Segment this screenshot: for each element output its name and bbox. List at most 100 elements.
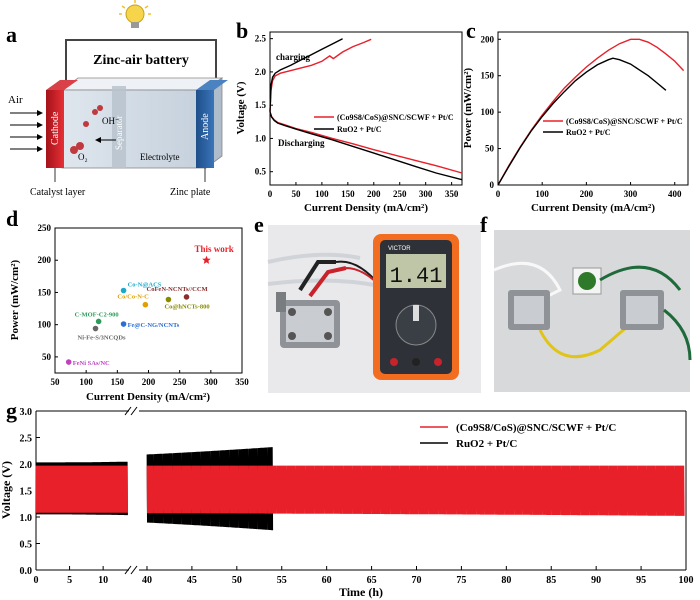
panel-d: d 50 100 150 200 250 300 350 50 100 150 200 250 This… xyxy=(6,206,249,403)
x-tick-label: 350 xyxy=(235,377,249,387)
panel-c: c 0 100 200 300 400 0 50 100 150 200 Current Dens… xyxy=(462,18,689,214)
y-axis-label-b: Voltage (V) xyxy=(235,81,247,134)
oxygen-label: O₂ xyxy=(78,152,88,162)
x-tick-label: 40 xyxy=(142,575,152,586)
axis-break-marks xyxy=(124,406,138,575)
air-arrows xyxy=(10,110,43,152)
multimeter: VICTOR 1.41 xyxy=(373,234,459,380)
data-point-label: This work xyxy=(194,244,233,254)
panel-label-a: a xyxy=(6,22,17,47)
panel-b: b 0 50 100 150 200 250 300 350 0.5 1.0 1.5 2.0 2.5 C… xyxy=(235,18,463,214)
black-clip xyxy=(298,260,336,292)
data-point xyxy=(120,321,127,327)
yellow-wire xyxy=(538,318,636,359)
axis-break-gap xyxy=(129,405,139,575)
x-tick-label: 100 xyxy=(535,189,549,199)
axes-frame-c xyxy=(497,31,689,186)
x-axis-label-c: Current Density (mA/cm²) xyxy=(531,202,655,214)
x-tick-label: 50 xyxy=(232,575,242,586)
y-tick-label: 2.0 xyxy=(255,67,267,77)
separator xyxy=(112,86,126,168)
panel-label-f: f xyxy=(480,212,488,237)
legend-g-item-2: RuO2 + Pt/C xyxy=(456,438,517,450)
y-axis-label-d: Power (mW/cm²) xyxy=(9,259,21,340)
circuit-wire xyxy=(65,39,217,84)
x-tick-label: 90 xyxy=(591,575,601,586)
battery-device-e xyxy=(276,292,340,348)
x-tick-label: 5 xyxy=(67,575,72,586)
x-tick-label: 50 xyxy=(291,189,301,199)
series-line xyxy=(146,465,685,516)
multimeter-display xyxy=(386,254,446,288)
x-axis-label-g: Time (h) xyxy=(339,585,383,599)
x-tick-label: 300 xyxy=(419,189,433,199)
y-tick-label: 1.5 xyxy=(20,487,33,498)
series-line xyxy=(497,38,685,186)
x-tick-label: 80 xyxy=(501,575,511,586)
y-tick-label: 0 xyxy=(490,180,495,190)
x-axis-label-b: Current Density (mA/cm²) xyxy=(304,202,428,214)
x-axis-label-d: Current Density (mA/cm²) xyxy=(86,391,210,403)
y-tick-label: 0.0 xyxy=(20,566,33,577)
panel-e: e VICTOR 1.41 xyxy=(254,212,481,393)
y-tick-label: 2.0 xyxy=(20,460,33,471)
y-tick-label: 3.0 xyxy=(20,407,33,418)
y-tick-label: 2.5 xyxy=(255,34,267,44)
y-tick-label: 0.5 xyxy=(255,167,267,177)
air-label: Air xyxy=(8,94,23,106)
oxygen-molecules xyxy=(70,105,103,154)
x-tick-label: 150 xyxy=(341,189,355,199)
legend-b-item-2: RuO2 + Pt/C xyxy=(337,125,382,134)
y-tick-label: 150 xyxy=(38,287,52,297)
x-tick-label: 95 xyxy=(636,575,646,586)
x-tick-label: 400 xyxy=(668,189,682,199)
x-tick-label: 70 xyxy=(411,575,421,586)
data-point-label: Co/Co-N-C xyxy=(117,294,149,301)
battery-title: Zinc-air battery xyxy=(93,53,189,68)
series-line xyxy=(269,111,463,181)
data-point-label: C-MOF-C2-900 xyxy=(75,311,119,318)
data-point-label: Fe@C-NG/NCNTs xyxy=(128,322,180,329)
lightbulb-icon xyxy=(119,0,151,28)
multimeter-reading: 1.41 xyxy=(390,264,443,289)
y-tick-label: 1.0 xyxy=(20,513,33,524)
data-point-label: FeNi SAs/NC xyxy=(73,360,110,367)
panel-label-c: c xyxy=(466,18,476,43)
series-line xyxy=(35,465,128,513)
data-point xyxy=(142,301,149,308)
x-tick-label: 250 xyxy=(393,189,407,199)
hydroxide-label: OH⁻ xyxy=(102,116,120,126)
x-tick-label: 250 xyxy=(173,377,187,387)
battery-top xyxy=(60,77,224,91)
y-tick-label: 1.5 xyxy=(255,100,267,110)
y-tick-label: 50 xyxy=(485,144,495,154)
legend-b-item-1: (Co9S8/CoS)@SNC/SCWF + Pt/C xyxy=(337,113,454,122)
x-tick-label: 85 xyxy=(546,575,556,586)
x-tick-label: 350 xyxy=(445,189,459,199)
data-point-label: CoFeN-NCNTs//CCM xyxy=(147,286,208,293)
electrolyte-label: Electrolyte xyxy=(140,152,179,162)
multimeter-brand: VICTOR xyxy=(388,246,411,252)
legend-g-item-1: (Co9S8/CoS)@SNC/SCWF + Pt/C xyxy=(456,422,616,434)
x-tick-label: 0 xyxy=(496,189,501,199)
panel-label-d: d xyxy=(6,206,18,231)
cathode-label: Cathode xyxy=(50,111,61,145)
legend-c: (Co9S8/CoS)@SNC/SCWF + Pt/C RuO2 + Pt/C xyxy=(543,117,683,137)
annotation-discharging: Discharging xyxy=(278,138,325,148)
anode-plate xyxy=(196,90,214,168)
x-tick-label: 0 xyxy=(268,189,273,199)
y-tick-label: 150 xyxy=(481,71,495,81)
series-line xyxy=(269,38,372,112)
electrolyte-body xyxy=(61,89,207,169)
legend-c-item-1: (Co9S8/CoS)@SNC/SCWF + Pt/C xyxy=(566,117,683,126)
x-tick-label: 0 xyxy=(34,575,39,586)
led-icon xyxy=(578,272,596,290)
x-tick-label: 10 xyxy=(98,575,108,586)
red-clip xyxy=(308,266,347,298)
x-tick-label: 300 xyxy=(204,377,218,387)
panel-f: f xyxy=(480,212,692,392)
x-tick-label: 300 xyxy=(624,189,638,199)
battery-device-f-right xyxy=(620,290,664,330)
x-tick-label: 100 xyxy=(79,377,93,387)
